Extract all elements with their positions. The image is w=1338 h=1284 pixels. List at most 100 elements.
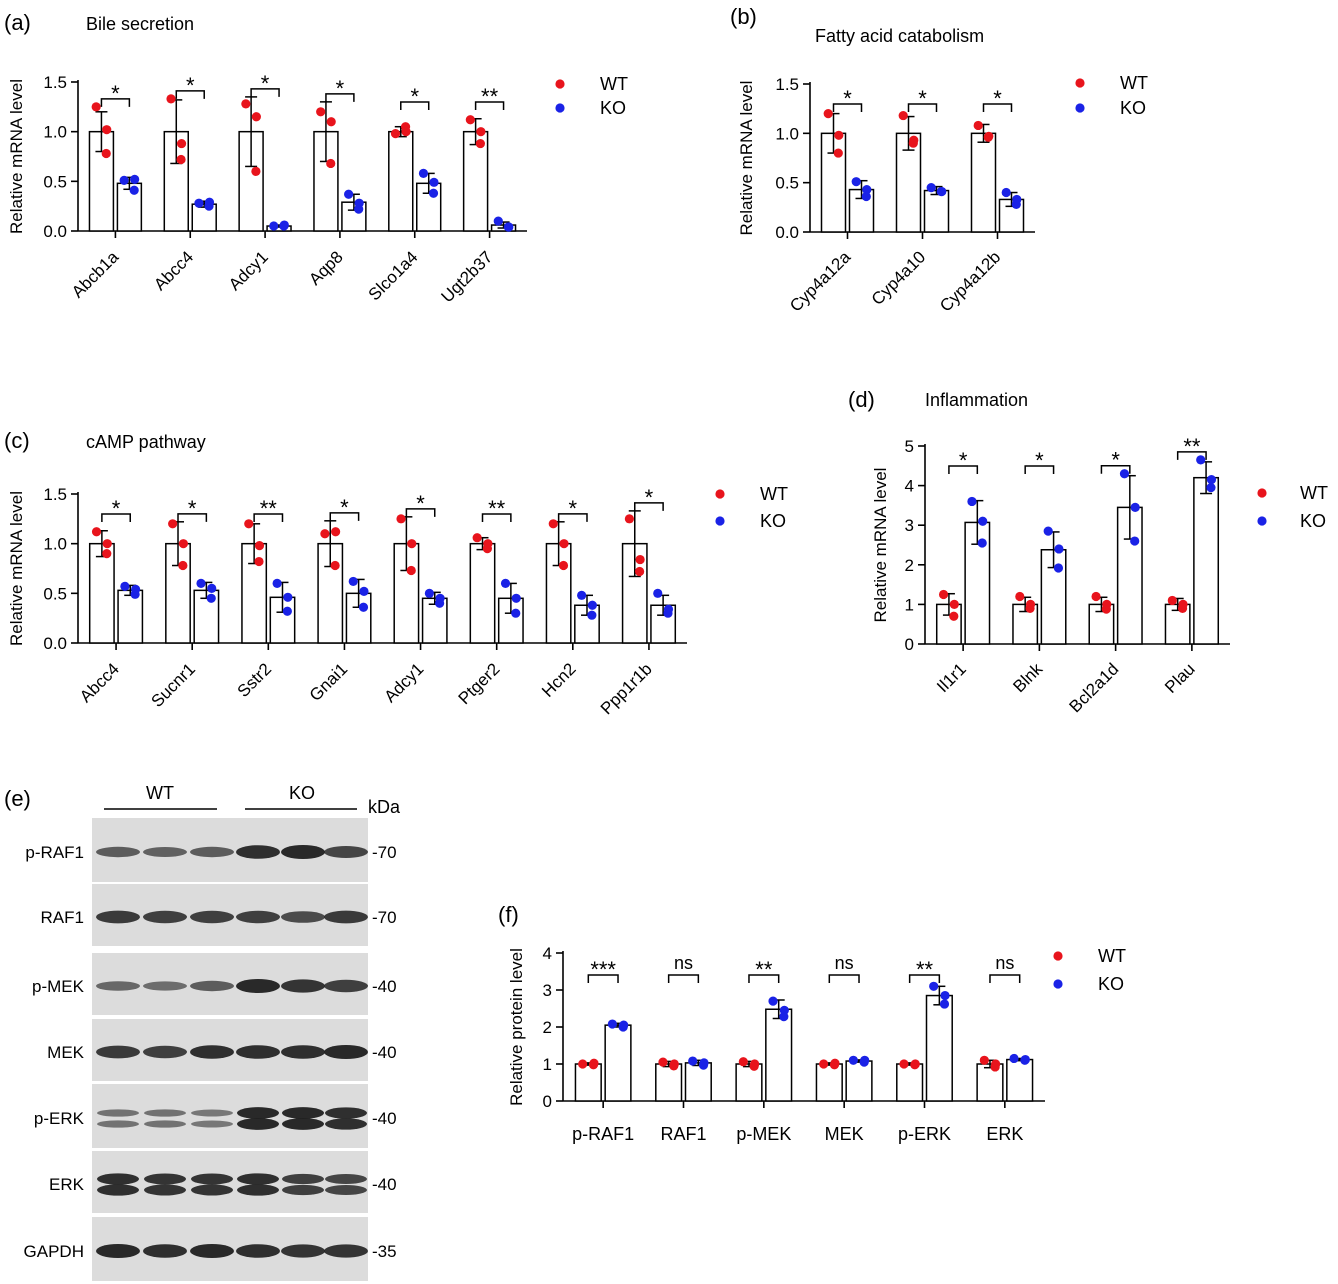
- data-point-wt: [1102, 599, 1112, 610]
- data-point-wt: [254, 541, 265, 551]
- data-point-wt: [949, 599, 959, 610]
- data-point-wt: [475, 138, 485, 149]
- data-point-ko: [1043, 526, 1053, 536]
- data-point-ko: [354, 198, 364, 208]
- significance-bracket: [481, 513, 512, 522]
- significance-bracket: [948, 465, 979, 474]
- data-point-ko: [1012, 194, 1022, 205]
- data-point-wt: [472, 533, 482, 543]
- data-point-ko: [688, 1056, 698, 1066]
- data-point-wt: [1015, 591, 1025, 602]
- significance-bracket: [329, 512, 360, 521]
- panel-label: (d): [848, 387, 875, 412]
- marker-size-label: -40: [372, 977, 397, 996]
- legend-label-ko: KO: [760, 511, 786, 531]
- data-point-wt: [320, 529, 330, 539]
- marker-size-label: -70: [372, 843, 397, 862]
- protein-band: [190, 1045, 234, 1059]
- data-point-ko: [929, 981, 939, 991]
- data-point-ko: [269, 221, 279, 231]
- y-tick-label: 4: [543, 944, 552, 963]
- legend-marker-wt: [1075, 78, 1085, 88]
- panel-label: (b): [730, 4, 757, 29]
- significance-bracket: [175, 90, 205, 99]
- x-tick-label: Plau: [1161, 659, 1198, 696]
- y-tick-label: 1.0: [43, 535, 67, 554]
- blot-row-label: GAPDH: [24, 1242, 84, 1261]
- legend-marker-ko: [1053, 979, 1063, 989]
- y-tick-label: 1.0: [43, 123, 67, 142]
- data-point-ko: [653, 588, 663, 598]
- bar-wt: [970, 132, 997, 233]
- legend-label-wt: WT: [600, 74, 628, 94]
- data-point-wt: [465, 115, 475, 125]
- protein-band: [191, 1184, 233, 1196]
- data-point-wt: [476, 127, 486, 137]
- bar-ko: [923, 189, 950, 233]
- data-point-ko: [1020, 1054, 1030, 1065]
- data-point-wt: [898, 110, 908, 121]
- kda-label: kDa: [368, 797, 401, 817]
- significance-bracket: [1176, 451, 1207, 460]
- data-point-ko: [429, 177, 439, 187]
- protein-band: [97, 1184, 139, 1196]
- blot-row-label: RAF1: [41, 908, 84, 927]
- blot-row-label: p-ERK: [34, 1109, 85, 1128]
- protein-band: [190, 910, 234, 924]
- data-point-ko: [937, 186, 947, 197]
- protein-band: [324, 846, 368, 858]
- data-point-wt: [483, 539, 493, 549]
- significance-label: **: [755, 957, 773, 982]
- y-tick-label: 0.0: [43, 222, 67, 241]
- legend-marker-ko: [715, 516, 725, 526]
- protein-band: [236, 1045, 280, 1059]
- x-tick-label: Ppp1r1b: [597, 659, 656, 718]
- panel-label: (a): [4, 10, 31, 35]
- protein-band: [237, 1118, 279, 1130]
- data-point-wt: [390, 129, 401, 139]
- data-point-ko: [663, 604, 674, 614]
- y-tick-label: 2: [905, 556, 914, 575]
- panel-label: (e): [4, 786, 31, 811]
- data-point-wt: [102, 125, 112, 135]
- legend-label-ko: KO: [600, 98, 626, 118]
- marker-size-label: -40: [372, 1175, 397, 1194]
- legend-marker-wt: [1053, 951, 1063, 961]
- y-axis-label: Relative protein level: [507, 948, 526, 1106]
- significance-bracket: [828, 974, 860, 983]
- data-point-ko: [1206, 482, 1216, 493]
- data-point-wt: [830, 1058, 840, 1068]
- data-point-wt: [658, 1057, 668, 1067]
- data-point-ko: [768, 996, 778, 1006]
- y-tick-label: 0: [543, 1092, 552, 1111]
- data-point-ko: [862, 184, 872, 195]
- x-tick-label: Sstr2: [234, 659, 275, 700]
- y-axis-label: Relative mRNA level: [737, 81, 756, 236]
- data-point-ko: [939, 999, 950, 1009]
- significance-bracket: [253, 513, 284, 522]
- protein-band: [96, 910, 140, 924]
- significance-label: **: [481, 84, 499, 109]
- significance-label: *: [1111, 448, 1120, 473]
- significance-bracket: [474, 101, 505, 110]
- blot-row-label: ERK: [49, 1175, 85, 1194]
- data-point-ko: [204, 197, 215, 207]
- significance-label: *: [186, 73, 195, 98]
- x-tick-label: Cyp4a10: [868, 247, 930, 309]
- data-point-wt: [750, 1059, 760, 1069]
- data-point-ko: [1130, 502, 1140, 512]
- protein-band: [144, 1173, 186, 1185]
- protein-band: [282, 1184, 324, 1196]
- significance-label: *: [188, 496, 197, 521]
- data-point-ko: [279, 220, 289, 230]
- y-axis-label: Relative mRNA level: [871, 468, 890, 623]
- significance-label: *: [645, 485, 654, 510]
- significance-label: *: [336, 76, 345, 101]
- data-point-wt: [635, 554, 645, 565]
- data-point-wt: [1178, 599, 1188, 610]
- significance-bracket: [908, 974, 941, 983]
- chart-panel-2: (b) Fatty acid catabolism 0.0 0.5 1.0 1.5 Rela…: [730, 4, 1148, 316]
- data-point-ko: [120, 581, 130, 591]
- x-tick-label: Abcc4: [76, 659, 123, 706]
- x-tick-label: Gnai1: [306, 659, 352, 705]
